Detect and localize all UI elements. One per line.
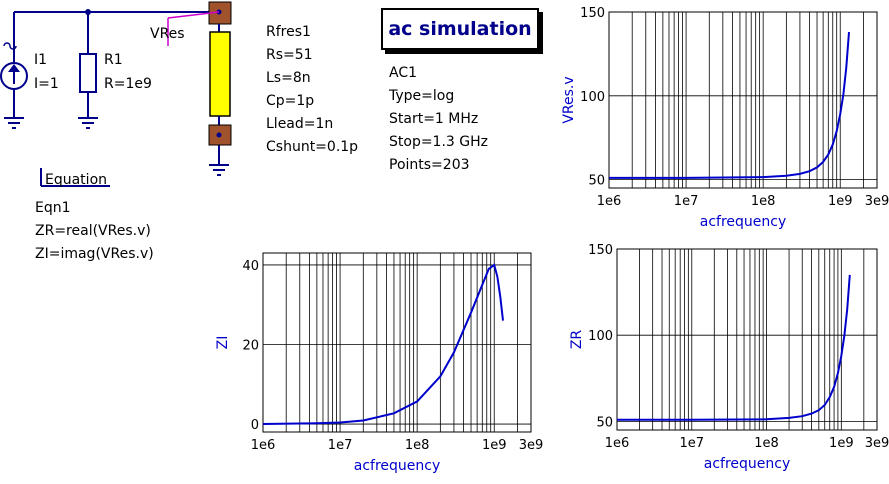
equation-header[interactable]: Equation [45, 172, 108, 188]
y-tick-label: 150 [580, 6, 605, 21]
x-tick-label: 3e9 [865, 194, 889, 209]
y-tick-label: 0 [251, 418, 259, 433]
x-axis-label: acfrequency [354, 458, 441, 474]
chart-zi: 1e6 1e7 1e8 1e9 3e9 0 20 40 acfrequency ZI [215, 252, 544, 474]
y-axis-label: VRes.v [561, 76, 577, 123]
x-tick-label: 1e8 [405, 438, 430, 453]
y-tick-label: 50 [596, 415, 613, 430]
equation-line: ZI=imag(VRes.v) [35, 246, 154, 262]
y-tick-label: 40 [242, 259, 259, 274]
rfres-line: Rfres1 [266, 24, 311, 40]
equation-line: Eqn1 [35, 200, 71, 216]
rfres-component-symbol[interactable] [208, 1, 232, 146]
rfres-line: Cshunt=0.1p [266, 139, 359, 155]
rfres-line: Rs=51 [266, 47, 313, 63]
x-tick-label: 3e9 [519, 438, 544, 453]
x-tick-label: 1e6 [605, 436, 630, 451]
rfres-line: Llead=1n [266, 116, 334, 132]
y-tick-label: 50 [588, 174, 605, 189]
current-source-value: I=1 [34, 76, 59, 92]
x-tick-label: 1e7 [328, 438, 353, 453]
equation-bracket [40, 168, 110, 187]
plot-frame [262, 252, 532, 433]
x-tick-label: 1e7 [674, 194, 699, 209]
resistor-name: R1 [104, 52, 123, 68]
resistor-value: R=1e9 [104, 76, 152, 92]
wire-label-leader [167, 11, 220, 46]
simulation-line: AC1 [389, 65, 418, 81]
x-tick-label: 1e8 [754, 436, 779, 451]
y-axis-label: ZR [569, 330, 585, 350]
x-tick-label: 1e7 [680, 436, 705, 451]
x-tick-label: 1e6 [251, 438, 276, 453]
ac-simulation-parameters[interactable]: AC1 Type=log Start=1 MHz Stop=1.3 GHz Po… [389, 62, 488, 177]
x-tick-label: 1e8 [751, 194, 776, 209]
y-tick-label: 20 [242, 338, 259, 353]
x-axis-label: acfrequency [704, 456, 791, 472]
x-axis-label: acfrequency [700, 214, 787, 230]
simulation-line: Type=log [389, 88, 455, 104]
y-tick-label: 150 [588, 243, 613, 258]
ac-simulation-title[interactable]: ac simulation [381, 8, 539, 50]
simulation-line: Points=203 [389, 157, 470, 173]
rfres-line: Cp=1p [266, 93, 315, 109]
simulation-line: Stop=1.3 GHz [389, 134, 488, 150]
chart-zr: 1e6 1e7 1e8 1e9 3e9 50 100 150 acfrequency ZR [569, 243, 889, 472]
series-line [617, 274, 851, 421]
rfres-parameters[interactable]: Rfres1 Rs=51 Ls=8n Cp=1p Llead=1n Cshunt… [266, 21, 358, 159]
x-tick-label: 3e9 [865, 436, 889, 451]
plot-frame [608, 11, 878, 189]
rfres-line: Ls=8n [266, 70, 311, 86]
plot-frame [616, 248, 878, 431]
current-source-symbol[interactable] [0, 42, 28, 90]
resistor-symbol[interactable] [79, 53, 97, 93]
equation-line: ZR=real(VRes.v) [35, 223, 151, 239]
current-source-name: I1 [34, 52, 48, 68]
simulation-line: Start=1 MHz [389, 111, 479, 127]
x-tick-label: 1e9 [829, 436, 854, 451]
y-tick-label: 100 [580, 90, 605, 105]
y-tick-label: 100 [588, 329, 613, 344]
y-axis-label: ZI [215, 336, 231, 350]
chart-vres: 1e6 1e7 1e8 1e9 3e9 50 100 150 acfrequency VRes.v [561, 6, 889, 230]
series-line [262, 263, 504, 425]
wire-label[interactable]: VRes [150, 26, 185, 42]
equation-parameters[interactable]: Eqn1 ZR=real(VRes.v) ZI=imag(VRes.v) [35, 197, 154, 266]
x-tick-label: 1e6 [597, 194, 622, 209]
x-tick-label: 1e9 [482, 438, 507, 453]
ground-symbols [4, 117, 229, 176]
series-line [609, 32, 850, 179]
x-tick-label: 1e9 [828, 194, 853, 209]
